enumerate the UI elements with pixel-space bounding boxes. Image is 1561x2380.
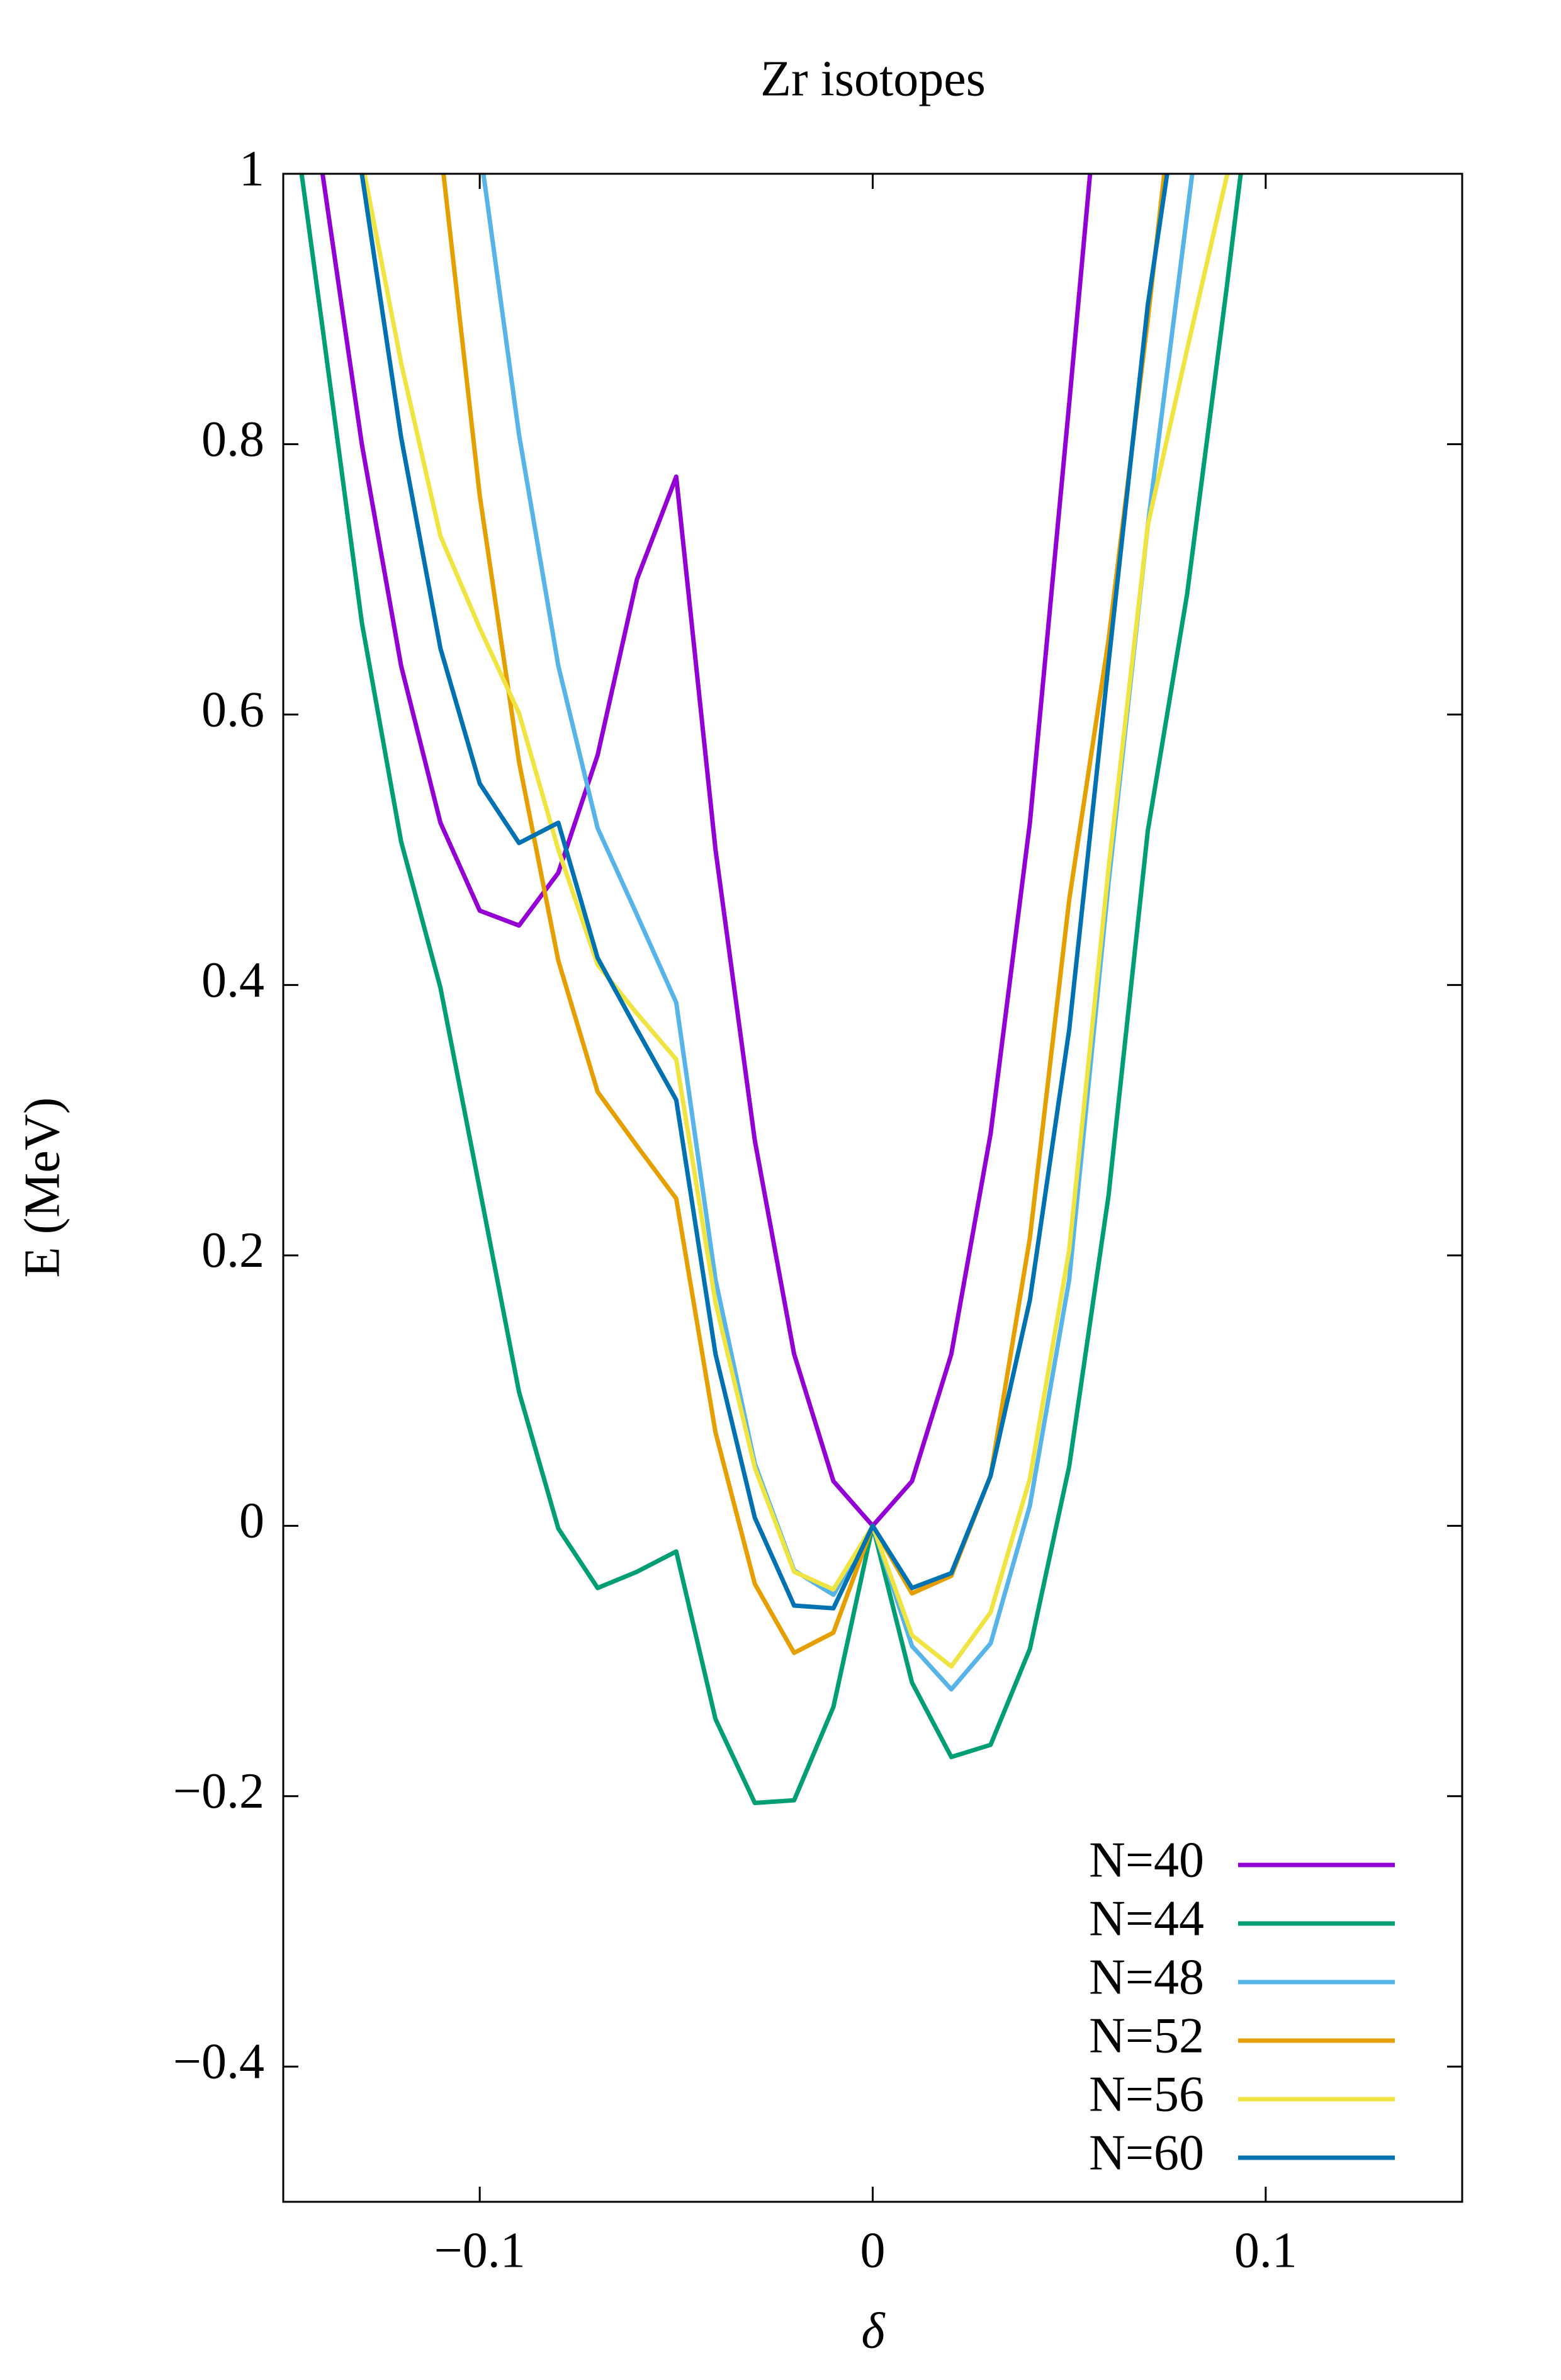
data-line xyxy=(441,174,1167,1655)
legend-label: N=48 xyxy=(1089,1949,1204,2005)
chart-title: Zr isotopes xyxy=(760,51,986,106)
data-line xyxy=(299,174,1243,1806)
y-tick-label: 0.6 xyxy=(201,682,264,737)
y-tick-label: 0.4 xyxy=(201,953,264,1008)
data-line xyxy=(362,174,1230,1669)
y-axis-label: E (MeV) xyxy=(14,1097,70,1278)
legend-label: N=52 xyxy=(1089,2008,1204,2063)
x-tick-label: 0.1 xyxy=(1234,2223,1297,2278)
x-axis-label: δ xyxy=(861,2303,886,2359)
legend-label: N=60 xyxy=(1089,2125,1204,2180)
y-tick-label: 0.8 xyxy=(201,412,264,467)
x-tick-label: 0 xyxy=(860,2223,886,2278)
legend-label: N=44 xyxy=(1089,1891,1204,1946)
y-tick-label: 0.2 xyxy=(201,1223,264,1278)
data-line xyxy=(320,174,1093,1528)
data-line xyxy=(359,174,1169,1611)
y-tick-label: −0.4 xyxy=(173,2034,264,2090)
y-tick-label: −0.2 xyxy=(173,1764,264,1819)
legend-label: N=56 xyxy=(1089,2066,1204,2122)
y-tick-label: 0 xyxy=(239,1493,264,1549)
plot-lines xyxy=(299,174,1243,1806)
plot-frame xyxy=(282,173,1463,2203)
x-tick-label: −0.1 xyxy=(434,2223,526,2278)
y-tick-label: 1 xyxy=(239,141,264,196)
legend-label: N=40 xyxy=(1089,1832,1204,1888)
